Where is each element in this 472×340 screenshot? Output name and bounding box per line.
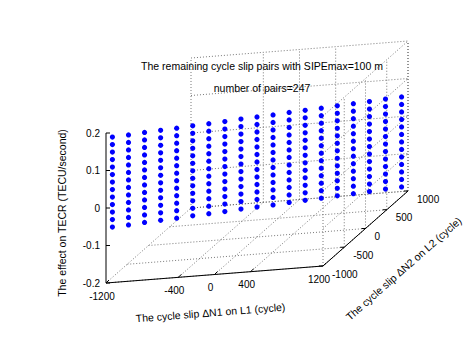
svg-text:-0.1: -0.1 bbox=[83, 240, 101, 251]
svg-text:The remaining cycle slip pairs: The remaining cycle slip pairs with SIPE… bbox=[141, 60, 383, 72]
svg-text:0.2: 0.2 bbox=[86, 128, 100, 139]
svg-text:-0.2: -0.2 bbox=[83, 278, 101, 289]
svg-text:The effect on TECR (TECU/secon: The effect on TECR (TECU/second) bbox=[56, 129, 68, 297]
svg-text:The cycle slip ΔN2 on L2 (cycl: The cycle slip ΔN2 on L2 (cycle) bbox=[343, 214, 463, 322]
svg-text:1000: 1000 bbox=[417, 194, 440, 205]
svg-text:400: 400 bbox=[238, 279, 255, 290]
svg-text:-500: -500 bbox=[353, 250, 373, 261]
svg-text:0: 0 bbox=[208, 282, 214, 293]
svg-text:-400: -400 bbox=[164, 285, 184, 296]
svg-text:0.1: 0.1 bbox=[86, 165, 100, 176]
svg-text:0: 0 bbox=[94, 203, 100, 214]
svg-text:The cycle slip ΔN1 on L1 (cycl: The cycle slip ΔN1 on L1 (cycle) bbox=[135, 301, 285, 325]
svg-text:1200: 1200 bbox=[308, 274, 331, 285]
svg-text:500: 500 bbox=[396, 212, 413, 223]
svg-text:number of pairs=247: number of pairs=247 bbox=[214, 82, 311, 94]
svg-text:-1200: -1200 bbox=[89, 291, 115, 302]
svg-text:-1000: -1000 bbox=[332, 269, 358, 280]
svg-text:0: 0 bbox=[375, 231, 381, 242]
